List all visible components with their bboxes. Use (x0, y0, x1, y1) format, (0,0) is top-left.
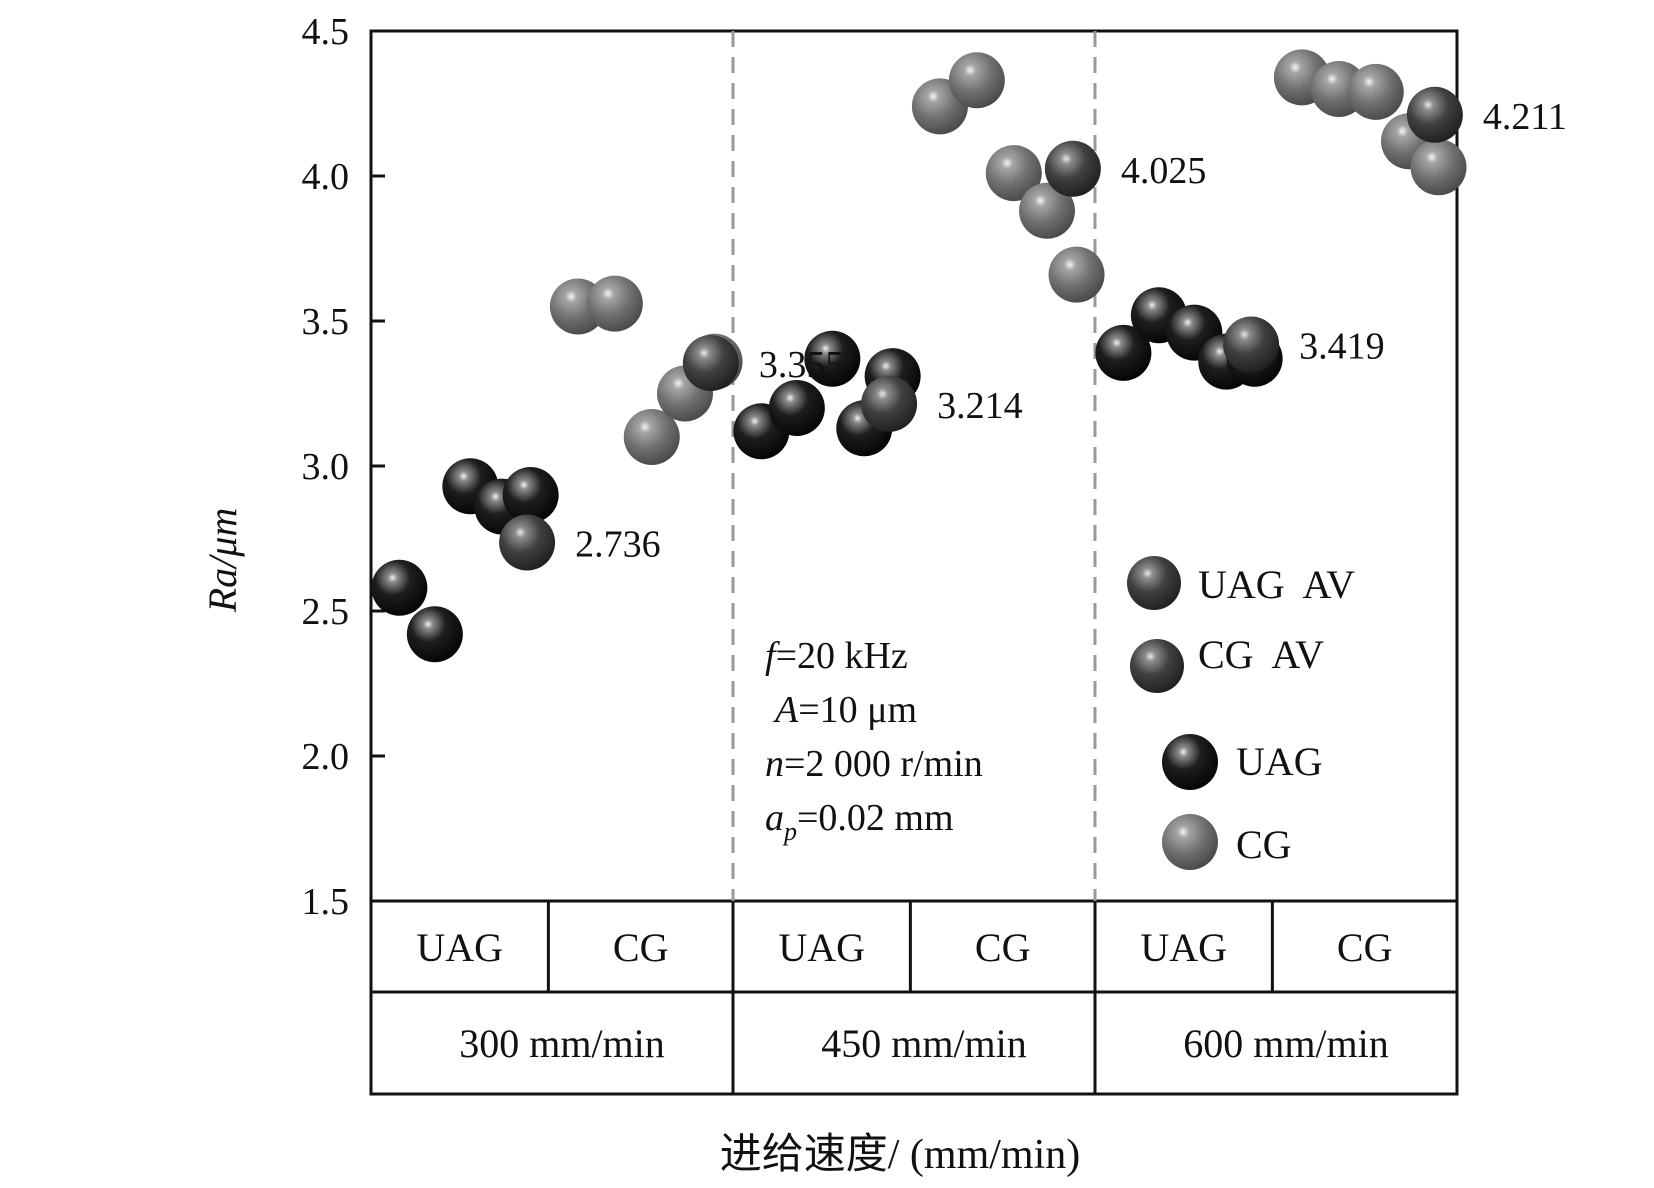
average-point-2-1 (1406, 86, 1463, 143)
point-1-1-2 (985, 145, 1042, 202)
point-0-1-1 (586, 275, 643, 332)
point-1-1-3 (1018, 182, 1075, 239)
group-label-1: 450 mm/min (821, 1021, 1027, 1066)
average-point-1-0 (861, 375, 918, 432)
legend-marker-cg (1162, 814, 1218, 870)
average-label-0-1: 3.355 (759, 344, 845, 386)
average-point-1-1 (1044, 140, 1101, 197)
method-label-2-1: CG (1337, 925, 1393, 970)
category-labels: 300 mm/min UAG CG 450 mm/min UAG CG 600 mm/min… (416, 925, 1392, 1066)
y-tick-label-4: 3.5 (302, 301, 350, 343)
method-label-2-0: UAG (1140, 925, 1227, 970)
y-tick-label-6: 4.5 (302, 11, 350, 53)
legend-marker-uag-av (1127, 556, 1181, 610)
group-label-2: 600 mm/min (1183, 1021, 1389, 1066)
average-label-2-0: 3.419 (1299, 325, 1385, 367)
y-axis-ticks: 1.5 2.0 2.5 3.0 3.5 4.0 4.5 (302, 11, 385, 923)
y-tick-label-5: 4.0 (302, 156, 350, 198)
average-point-2-0 (1223, 316, 1280, 373)
legend: UAG AV CG AV UAG CG (1127, 556, 1355, 870)
y-tick-label-0: 1.5 (302, 881, 350, 923)
point-1-1-4 (1048, 246, 1105, 303)
legend-label-cg-av: CG AV (1198, 632, 1324, 677)
legend-label-cg: CG (1236, 822, 1292, 867)
point-1-0-2 (804, 330, 861, 387)
point-2-0-0 (1095, 324, 1152, 381)
average-point-0-0 (499, 514, 556, 571)
method-label-1-1: CG (975, 925, 1031, 970)
point-1-1-1 (948, 52, 1005, 109)
group-label-0: 300 mm/min (459, 1021, 665, 1066)
point-0-0-4 (502, 467, 559, 523)
param-depth: ap=0.02 mm (765, 797, 954, 846)
param-speed: n=2 000 r/min (765, 743, 983, 785)
point-0-0-0 (371, 559, 428, 616)
average-label-1-0: 3.214 (937, 385, 1023, 427)
method-label-0-0: UAG (416, 925, 503, 970)
legend-marker-uag (1162, 734, 1218, 790)
y-tick-label-2: 2.5 (302, 591, 350, 633)
data-points (371, 49, 1467, 663)
category-table-frame (369, 899, 1459, 1096)
method-label-1-0: UAG (778, 925, 865, 970)
y-tick-label-3: 3.0 (302, 446, 350, 488)
point-1-0-1 (768, 380, 825, 436)
point-2-1-4 (1410, 139, 1467, 196)
param-amplitude: A=10 μm (772, 689, 917, 731)
parameters-annotation: f=20 kHz A=10 μm n=2 000 r/min ap=0.02 m… (765, 635, 983, 846)
y-axis-label: Ra/μm (200, 508, 245, 614)
average-label-0-0: 2.736 (575, 524, 661, 566)
average-point-0-1 (682, 335, 739, 392)
average-label-2-1: 4.211 (1483, 96, 1567, 138)
point-0-1-2 (623, 409, 680, 465)
point-0-0-1 (406, 606, 463, 663)
method-label-0-1: CG (613, 925, 669, 970)
y-tick-label-1: 2.0 (302, 736, 350, 778)
x-axis-label: 进给速度/ (mm/min) (720, 1132, 1081, 1178)
point-2-1-2 (1347, 63, 1404, 120)
table-cell-lines (546, 901, 1274, 1094)
legend-marker-cg-av (1130, 639, 1184, 693)
param-frequency: f=20 kHz (765, 635, 908, 677)
legend-label-uag-av: UAG AV (1198, 562, 1355, 607)
data-labels: 2.736 3.355 3.214 4.025 3.419 4.211 (575, 96, 1567, 566)
legend-label-uag: UAG (1236, 739, 1323, 784)
average-label-1-1: 4.025 (1121, 150, 1207, 192)
